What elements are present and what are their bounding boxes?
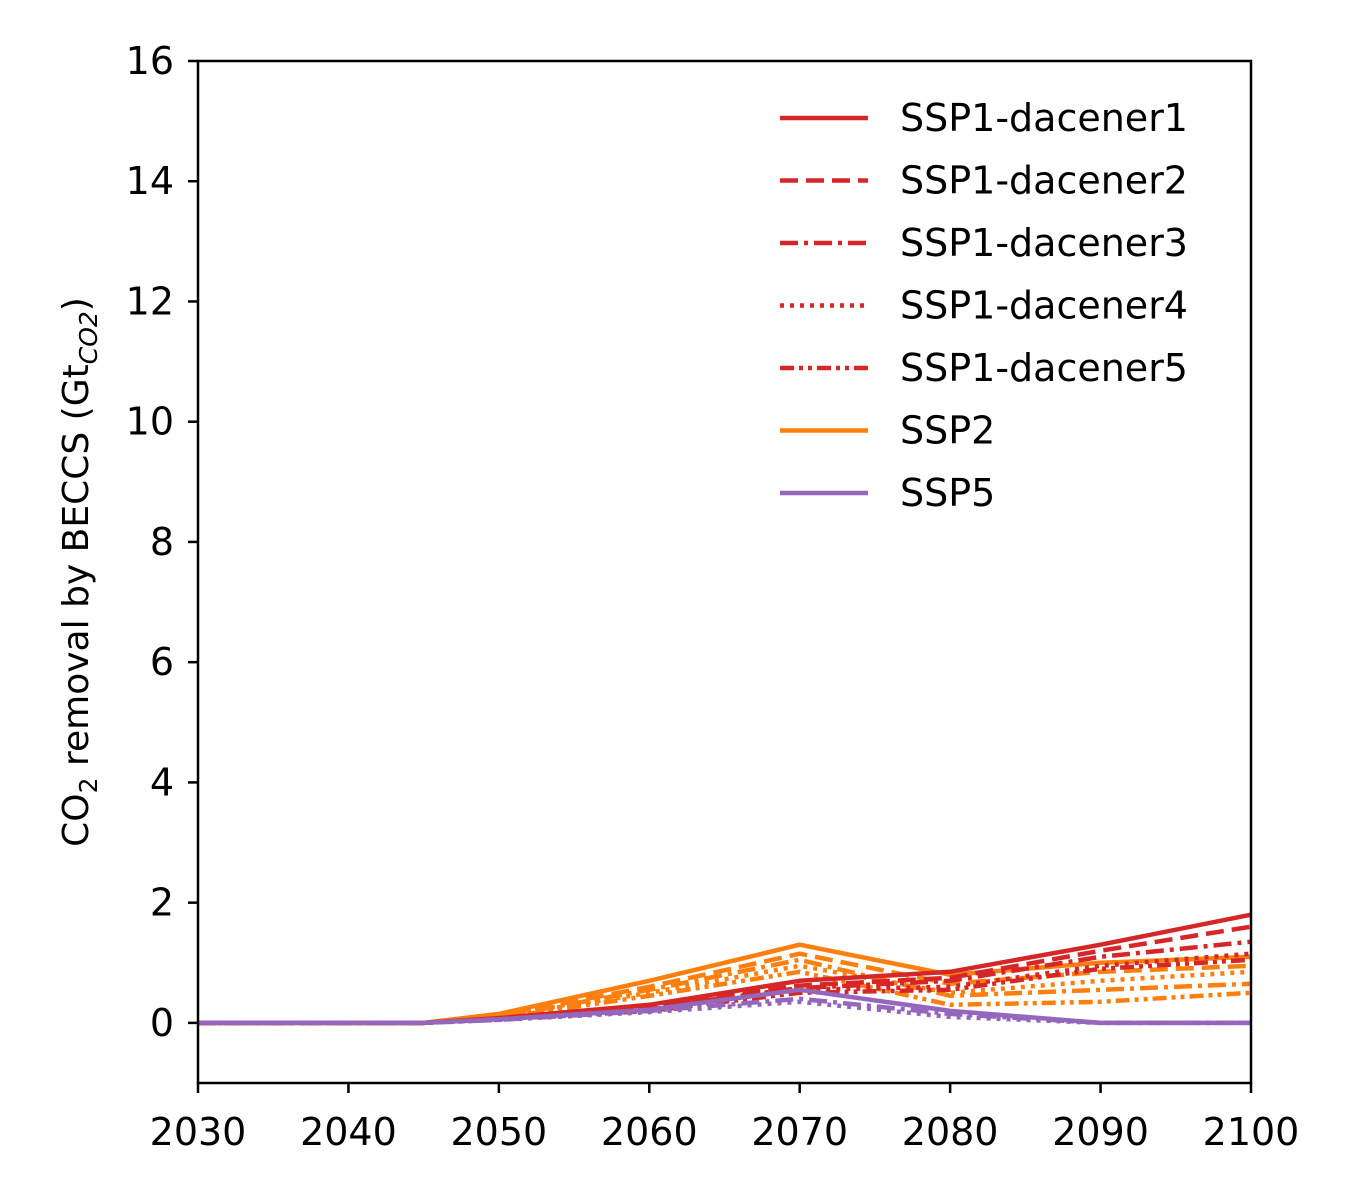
- plot-frame: [196, 59, 1253, 1085]
- y-axis-label-main: CO: [56, 793, 97, 846]
- legend-label: SSP1-dacener4: [900, 284, 1188, 328]
- x-axis: 2030 2040 2050 2060 2070 2080 2090 2100: [150, 1083, 1300, 1154]
- legend: SSP1-dacener1 SSP1-dacener2 SSP1-dacener3 S…: [780, 96, 1188, 515]
- y-axis-label: CO2 removal by BECCS (GtCO2): [56, 297, 103, 847]
- x-tick-label: 2080: [902, 1110, 999, 1154]
- y-tick-label: 16: [126, 39, 174, 83]
- legend-label: SSP2: [900, 409, 995, 453]
- y-tick-label: 6: [150, 640, 174, 684]
- y-axis-label-unit-sub: CO2: [74, 311, 103, 364]
- y-tick-label: 12: [126, 279, 174, 323]
- y-tick-label: 14: [126, 159, 174, 203]
- y-tick-label: 4: [150, 760, 174, 804]
- x-tick-label: 2100: [1203, 1110, 1300, 1154]
- x-tick-label: 2040: [300, 1110, 397, 1154]
- y-axis-label-sub: 2: [74, 777, 103, 793]
- y-axis-label-close: ): [56, 297, 97, 311]
- y-tick-label: 8: [150, 520, 174, 564]
- y-tick-label: 10: [126, 400, 174, 444]
- y-axis-label-rest: removal by BECCS (Gt: [56, 364, 97, 777]
- plot-lines: [198, 912, 1252, 1026]
- legend-label: SSP1-dacener1: [900, 96, 1188, 140]
- y-tick-label: 0: [150, 1001, 174, 1045]
- y-tick-label: 2: [150, 881, 174, 925]
- legend-label: SSP1-dacener3: [900, 221, 1188, 265]
- x-tick-label: 2060: [601, 1110, 698, 1154]
- series-line-4: [198, 963, 1252, 1026]
- x-tick-label: 2070: [751, 1110, 848, 1154]
- x-tick-label: 2090: [1052, 1110, 1149, 1154]
- series-line-7: [198, 924, 1252, 1026]
- x-tick-label: 2030: [150, 1110, 247, 1154]
- x-tick-label: 2050: [450, 1110, 547, 1154]
- legend-label: SSP5: [900, 471, 995, 515]
- series-line-5: [198, 969, 1252, 1026]
- y-axis: 0 2 4 6 8 10 12 14 16: [126, 39, 198, 1045]
- legend-label: SSP1-dacener2: [900, 159, 1188, 203]
- legend-label: SSP1-dacener5: [900, 346, 1188, 390]
- series-line-13: [198, 987, 1251, 1026]
